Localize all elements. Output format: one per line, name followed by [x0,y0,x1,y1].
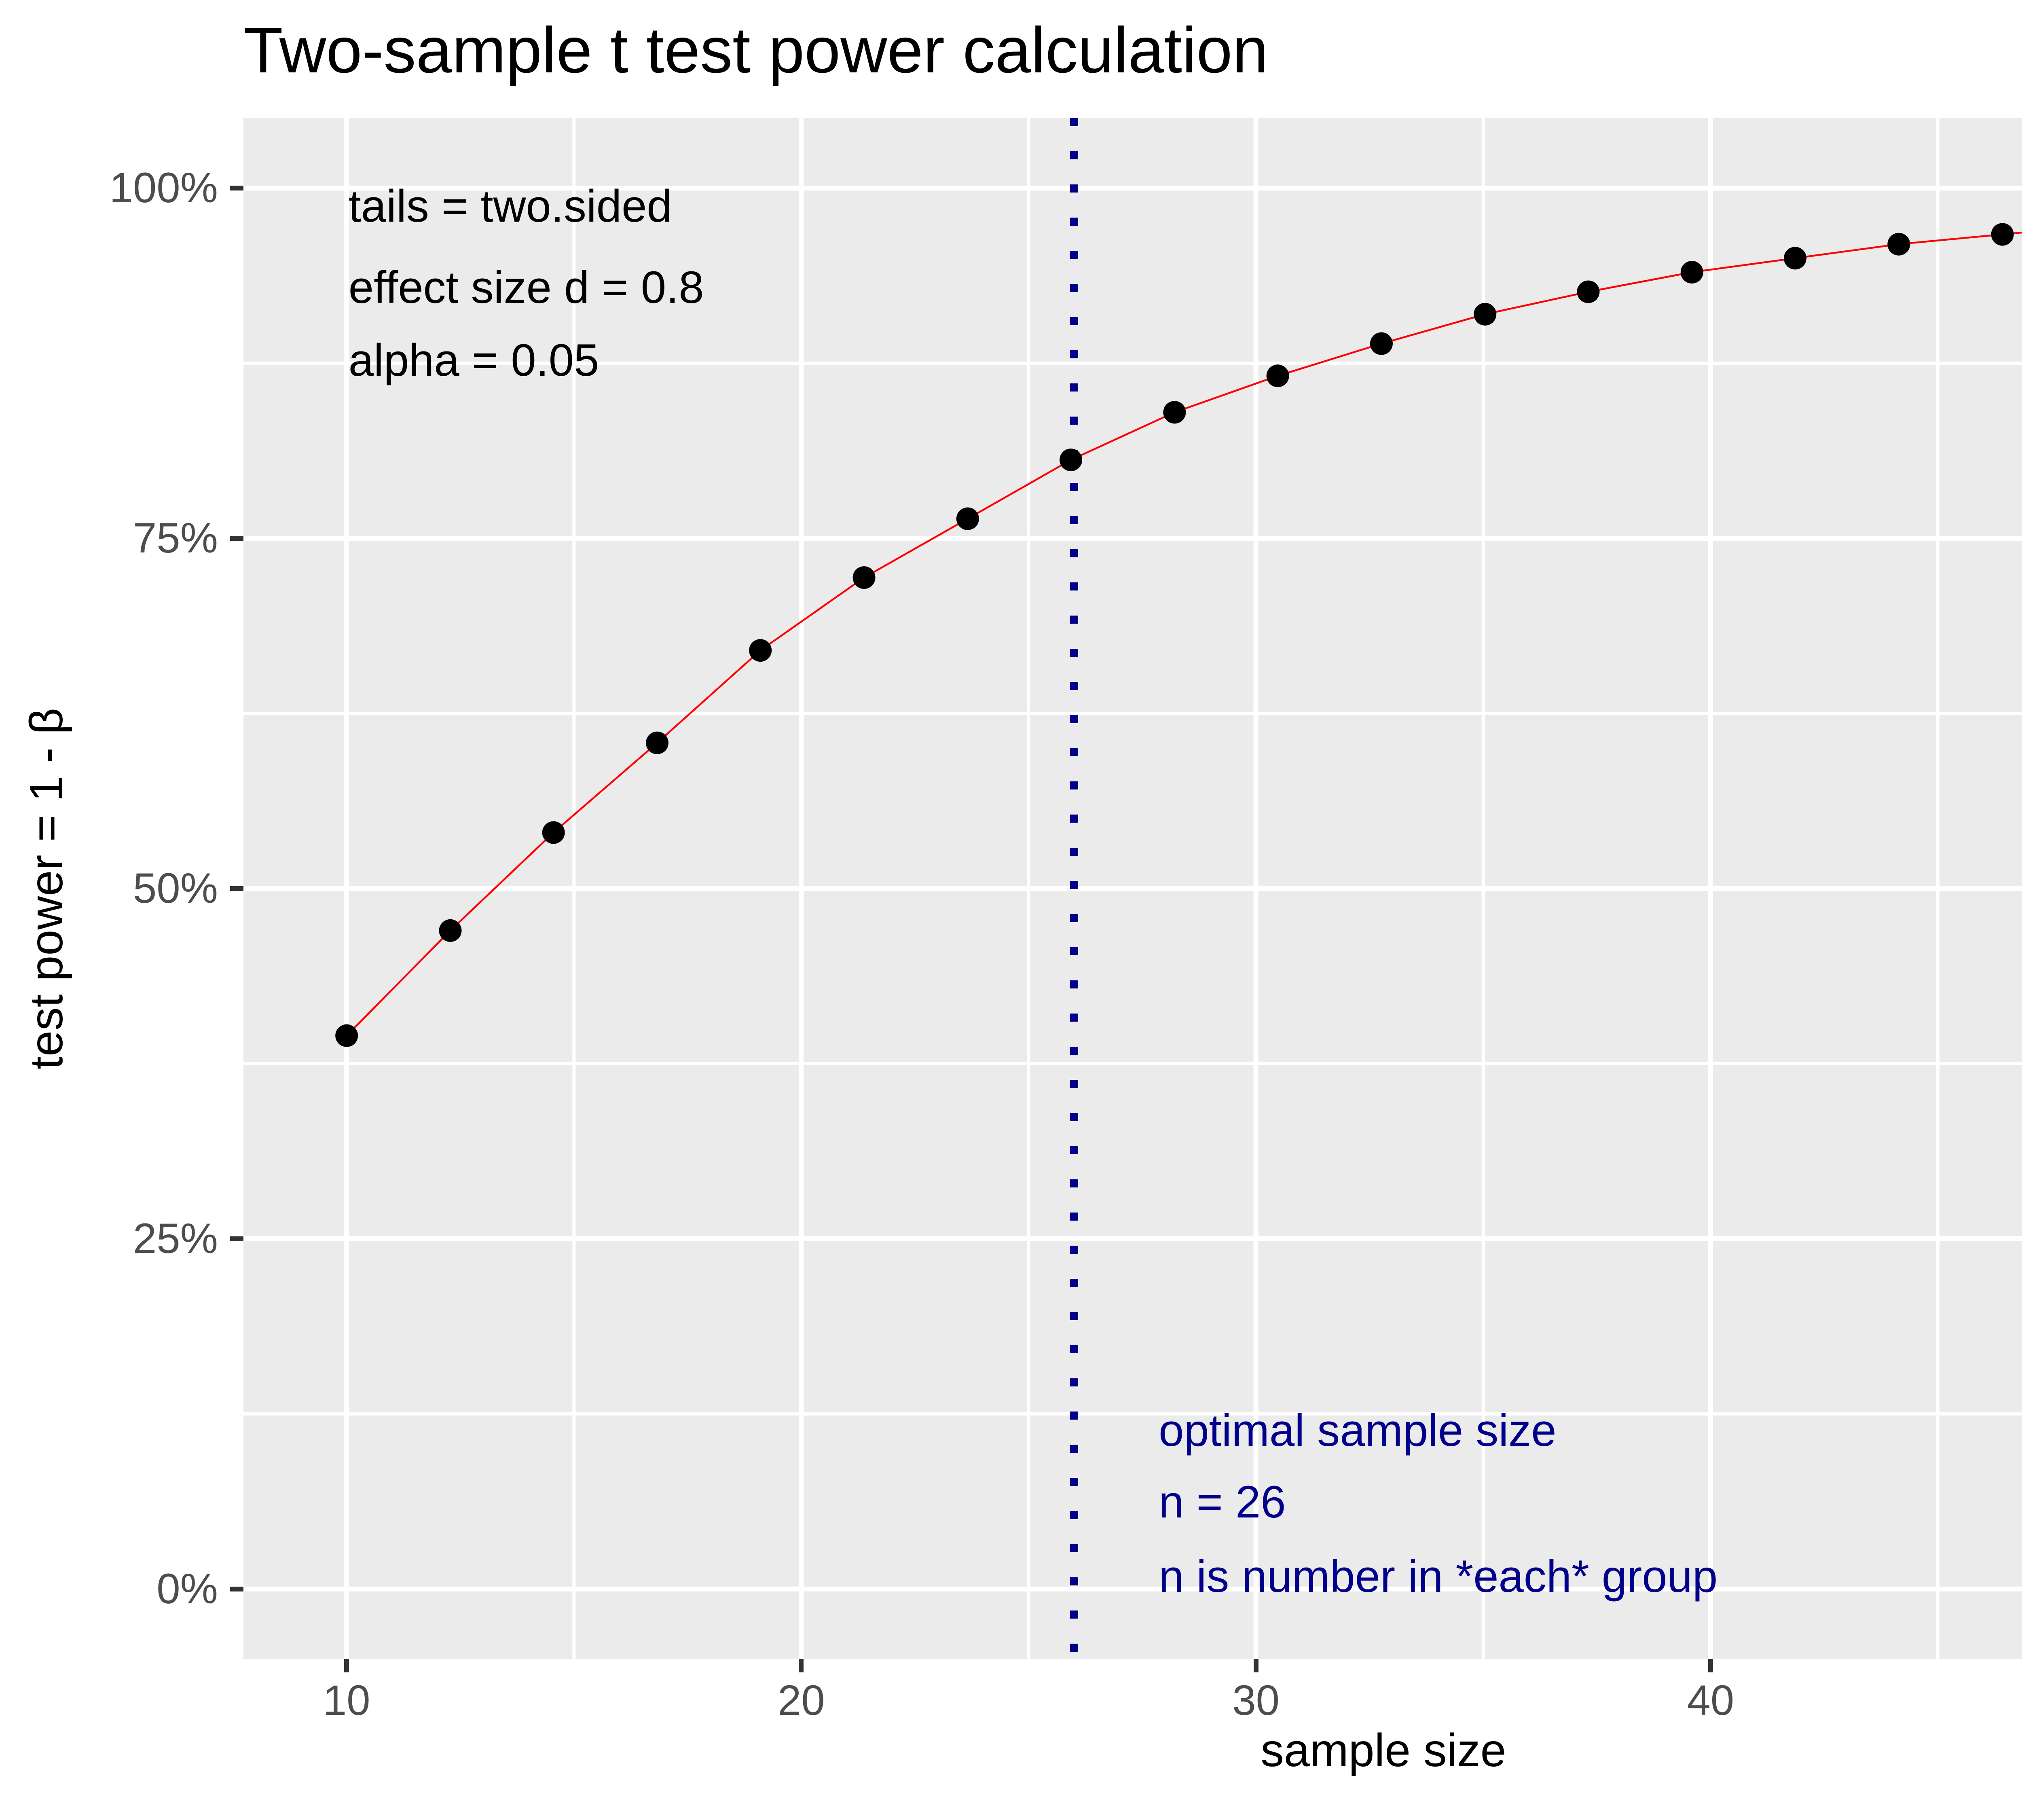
x-tick-label: 20 [778,1677,825,1724]
data-point [956,507,979,530]
annotation-tails: tails = two.sided [348,181,672,232]
data-point [542,821,565,844]
data-point [335,1024,358,1047]
annotation-optimal-title: optimal sample size [1159,1405,1557,1456]
plot-panel: tails = two.sided effect size d = 0.8 al… [243,118,2022,1659]
data-point [1991,223,2014,246]
x-tick-label: 30 [1232,1677,1280,1724]
plot-title: Two-sample t test power calculation [243,14,1269,86]
y-tick-label: 100% [109,164,218,212]
data-point [1783,247,1806,270]
data-point [852,566,876,589]
x-tick-label: 40 [1687,1677,1734,1724]
annotation-optimal-n: n = 26 [1159,1477,1286,1528]
y-tick-mark [230,1236,243,1241]
y-axis-title: test power = 1 - β [21,708,72,1069]
data-point [439,919,462,942]
data-point [1060,449,1083,472]
x-tick-mark [1708,1659,1713,1672]
power-curve-line [346,231,2022,1037]
data-point [646,731,669,754]
data-point [1370,332,1393,355]
x-tick-label: 10 [323,1677,370,1724]
x-axis-title: sample size [1261,1725,1506,1776]
data-point [1680,261,1703,284]
y-tick-label: 0% [157,1565,218,1613]
data-point [749,639,772,662]
power-curve-chart [243,118,2022,1659]
y-tick-mark [230,886,243,891]
annotation-alpha: alpha = 0.05 [348,335,599,386]
x-tick-mark [799,1659,804,1672]
annotation-effect-size: effect size d = 0.8 [348,262,704,313]
data-point [1266,364,1289,387]
y-tick-mark [230,1586,243,1591]
x-tick-mark [1253,1659,1258,1672]
x-tick-mark [344,1659,349,1672]
annotation-optimal-note: n is number in *each* group [1159,1551,1718,1602]
y-tick-mark [230,186,243,191]
data-point [1474,303,1497,326]
data-point [1163,401,1186,424]
data-point [1577,280,1600,303]
y-tick-mark [230,536,243,541]
data-point [1887,233,1910,256]
